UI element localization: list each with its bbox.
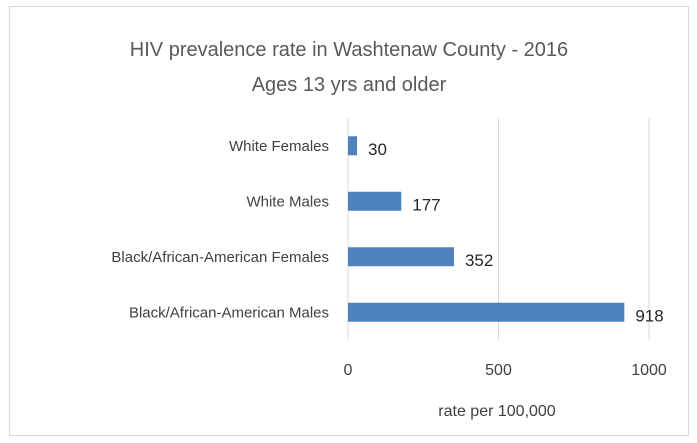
chart-subtitle: Ages 13 yrs and older (252, 74, 447, 96)
chart-title: HIV prevalence rate in Washtenaw County … (130, 39, 568, 61)
chart-frame (9, 6, 689, 436)
bar (348, 302, 625, 322)
bars (348, 136, 625, 322)
data-label: 352 (465, 251, 493, 270)
x-tick-labels: 0 500 1000 (344, 362, 667, 379)
category-label: White Males (246, 193, 329, 210)
bar (348, 136, 358, 156)
bar (348, 247, 454, 267)
x-tick-label: 1000 (631, 362, 667, 379)
category-label: Black/African-American Males (129, 304, 329, 321)
data-label: 177 (412, 195, 440, 214)
category-label: Black/African-American Females (111, 249, 329, 266)
data-label: 30 (368, 140, 387, 159)
x-tick-label: 500 (485, 362, 512, 379)
x-axis-label: rate per 100,000 (438, 403, 556, 420)
data-labels: 30 177 352 918 (368, 140, 664, 326)
category-label: White Females (229, 138, 329, 155)
x-tick-label: 0 (344, 362, 353, 379)
bar (348, 191, 402, 211)
data-label: 918 (635, 306, 663, 325)
category-labels: White Females White Males Black/African-Am… (111, 138, 329, 322)
